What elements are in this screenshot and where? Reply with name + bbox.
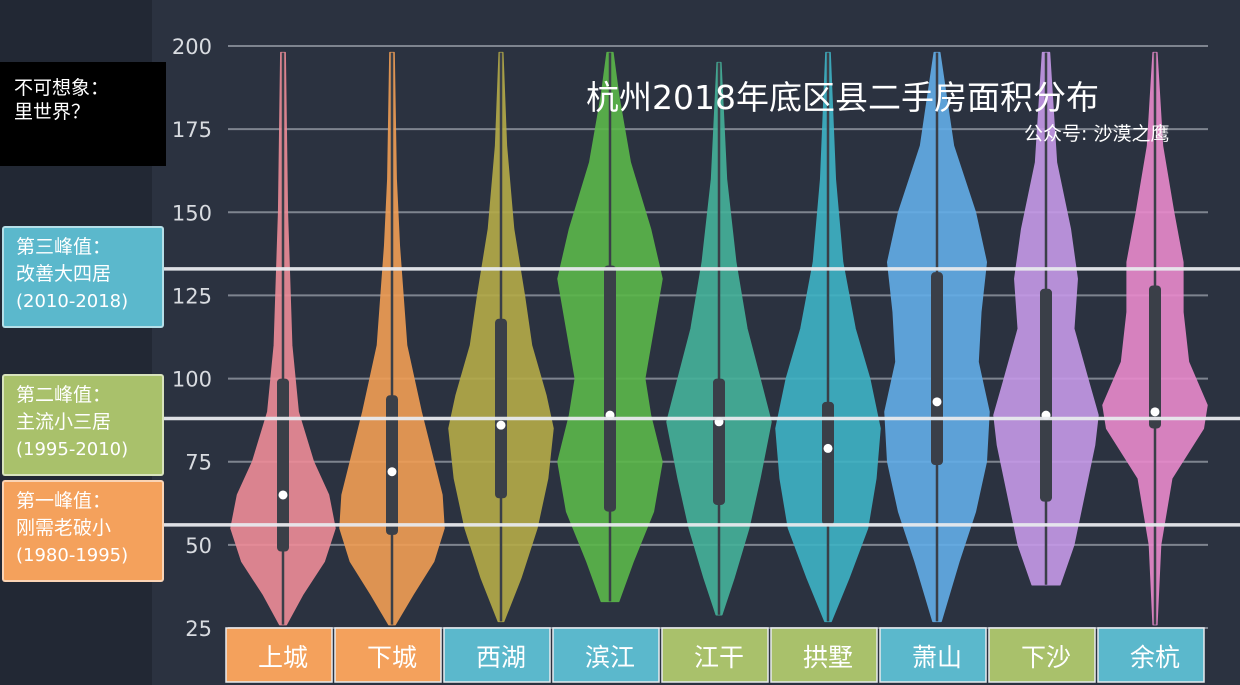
violin-下城: [339, 51, 445, 626]
y-tick-label: 25: [185, 617, 212, 641]
peak-first-line-1: 第一峰值：: [16, 490, 112, 512]
violin-median-dot: [932, 397, 942, 407]
violin-余杭: [1102, 51, 1208, 626]
category-label: 萧山: [912, 643, 962, 672]
violin-median-dot: [387, 467, 397, 477]
violin-萧山: [884, 51, 990, 623]
category-label: 下城: [367, 643, 417, 672]
note-box: 不可想象： 里世界？: [0, 62, 166, 166]
peak-third-line-1: 第三峰值：: [16, 236, 112, 258]
violin-iqr-box: [1040, 288, 1052, 502]
violin-上城: [230, 51, 336, 626]
peak-first-range: (1980-1995): [16, 545, 129, 566]
violin-iqr-box: [822, 401, 834, 525]
y-tick-label: 150: [172, 201, 212, 225]
violin-iqr-box: [1149, 285, 1161, 429]
category-label-box: [552, 627, 660, 683]
category-label-box: [770, 627, 878, 683]
violin-iqr-box: [495, 318, 507, 499]
violin-拱墅: [775, 51, 881, 623]
y-tick-label: 75: [185, 451, 212, 475]
peak-box-first: 第一峰值： 刚需老破小 (1980-1995): [2, 480, 164, 582]
peak-third-line-2: 改善大四居: [16, 263, 112, 285]
category-label-box: [225, 627, 333, 683]
peak-box-third: 第三峰值： 改善大四居 (2010-2018): [2, 226, 164, 328]
peak-second-line-2: 主流小三居: [16, 411, 112, 433]
note-line-1: 不可想象：: [14, 77, 110, 99]
category-label: 下沙: [1021, 643, 1071, 672]
note-line-2: 里世界？: [14, 101, 91, 123]
y-tick-label: 200: [172, 35, 212, 59]
y-tick-label: 175: [172, 118, 212, 142]
category-label-box: [443, 627, 551, 683]
peak-third-range: (2010-2018): [16, 291, 129, 312]
peak-second-line-1: 第二峰值：: [16, 384, 112, 406]
category-label: 江干: [694, 643, 744, 672]
violin-median-dot: [278, 490, 288, 500]
violin-西湖: [448, 51, 554, 623]
violin-median-dot: [823, 443, 833, 453]
violin-下沙: [993, 51, 1099, 586]
violin-滨江: [557, 51, 663, 603]
category-label: 西湖: [476, 643, 526, 672]
chart-subtitle: 公众号: 沙漠之鹰: [1024, 123, 1170, 145]
violins-group: [230, 51, 1208, 626]
peak-first-line-2: 刚需老破小: [16, 517, 112, 539]
category-label-box: [988, 627, 1096, 683]
category-label-box: [334, 627, 442, 683]
y-tick-label: 100: [172, 368, 212, 392]
peak-box-second: 第二峰值： 主流小三居 (1995-2010): [2, 374, 164, 476]
chart-title: 杭州2018年底区县二手房面积分布: [586, 78, 1099, 117]
category-labels-group: 上城 下城 西湖 滨江 江干 拱墅 萧山 下沙 余杭: [225, 627, 1205, 683]
violin-iqr-box: [386, 395, 398, 535]
violin-iqr-box: [604, 265, 616, 512]
y-tick-label: 50: [185, 534, 212, 558]
category-label: 余杭: [1130, 643, 1180, 672]
y-tick-label: 125: [172, 284, 212, 308]
peak-second-range: (1995-2010): [16, 439, 129, 460]
violin-iqr-box: [931, 272, 943, 466]
violin-iqr-box: [277, 378, 289, 552]
category-label: 滨江: [585, 643, 635, 672]
category-label: 拱墅: [803, 643, 853, 672]
violin-median-dot: [496, 420, 506, 430]
peak-lines-group: [152, 267, 1240, 527]
category-label-box: [661, 627, 769, 683]
category-label: 上城: [258, 643, 308, 672]
violin-江干: [666, 61, 772, 616]
violin-iqr-box: [713, 378, 725, 505]
category-label-box: [1097, 627, 1205, 683]
violin-median-dot: [1150, 407, 1160, 417]
category-label-box: [879, 627, 987, 683]
